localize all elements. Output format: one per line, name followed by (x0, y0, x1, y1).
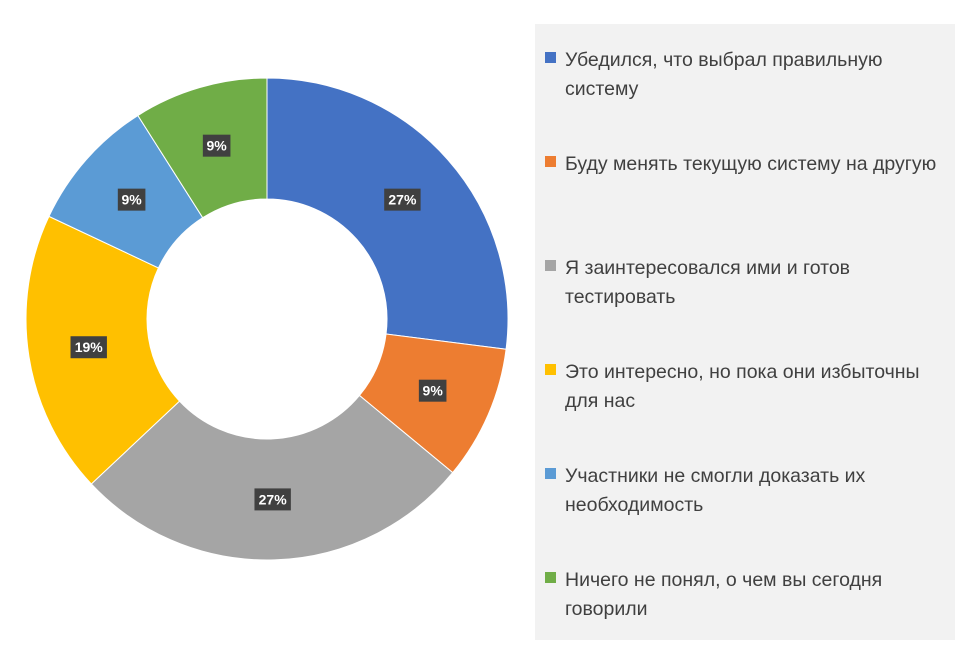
legend-label: Это интересно, но пока они избыточны для… (565, 361, 920, 412)
legend-item: Это интересно, но пока они избыточны для… (545, 358, 949, 462)
slice-3 (90, 394, 454, 561)
data-label-box (384, 188, 421, 211)
data-label-text: 19% (75, 339, 104, 355)
data-label-text: 27% (388, 192, 417, 208)
legend-swatch (545, 468, 556, 479)
data-label-text: 9% (207, 138, 228, 154)
data-label-text: 9% (423, 383, 444, 399)
legend-label: Участники не смогли доказать их необходи… (565, 465, 866, 516)
slices (25, 77, 509, 561)
legend-item: Участники не смогли доказать их необходи… (545, 462, 949, 566)
legend-label: Ничего не понял, о чем вы сегодня говори… (565, 569, 883, 620)
data-label-3: 27% (254, 488, 291, 511)
data-label-5: 9% (117, 188, 146, 211)
data-label-box (254, 488, 291, 511)
legend-label: Я заинтересовался ими и готов тестироват… (565, 257, 851, 308)
data-label-6: 9% (202, 134, 231, 157)
data-label-box (117, 188, 146, 211)
legend-swatch (545, 52, 556, 63)
data-label-4: 19% (70, 336, 107, 359)
legend-item: Я заинтересовался ими и готов тестироват… (545, 254, 949, 358)
slice-1 (266, 77, 509, 350)
data-label-2: 9% (418, 379, 447, 402)
legend-item: Убедился, что выбрал правильную систему (545, 46, 949, 150)
legend: Убедился, что выбрал правильную систему Б… (535, 24, 955, 640)
legend-swatch (545, 156, 556, 167)
data-label-text: 27% (259, 491, 288, 507)
legend-label: Буду менять текущую систему на другую (565, 153, 937, 175)
data-label-text: 9% (121, 192, 142, 208)
data-label-box (418, 379, 447, 402)
legend-item: Ничего не понял, о чем вы сегодня говори… (545, 566, 949, 654)
legend-label: Убедился, что выбрал правильную систему (565, 49, 883, 100)
legend-swatch (545, 572, 556, 583)
legend-swatch (545, 260, 556, 271)
legend-item: Буду менять текущую систему на другую (545, 150, 949, 254)
data-label-1: 27% (384, 188, 421, 211)
slice-6 (137, 77, 268, 219)
data-label-box (70, 336, 107, 359)
legend-swatch (545, 364, 556, 375)
data-label-box (202, 134, 231, 157)
data-labels: 27% 9% 27% 19% 9% 9% (70, 134, 447, 511)
